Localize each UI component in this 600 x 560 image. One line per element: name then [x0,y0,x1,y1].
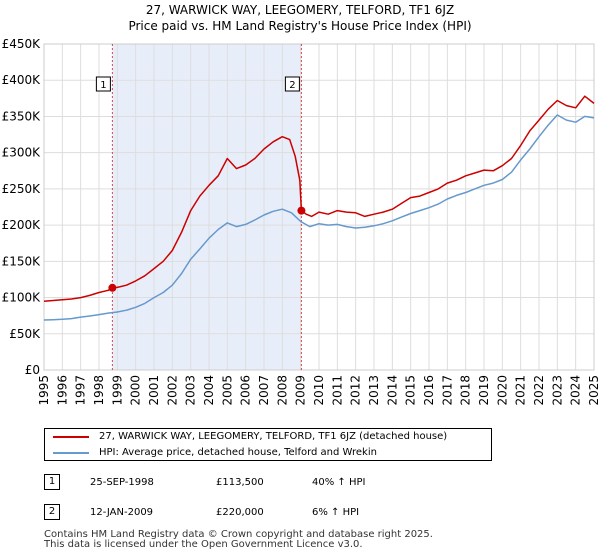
x-tick-label: 2014 [385,375,399,406]
transaction-date: 25-SEP-1998 [90,477,154,488]
x-tick-label: 2008 [275,375,289,406]
transaction-badge: 1 [44,474,60,490]
y-tick-label: £50K [9,327,41,341]
x-tick-label: 2023 [550,375,564,406]
x-tick-label: 2007 [257,375,271,406]
transaction-hpi: 40% ↑ HPI [312,477,366,488]
footer-licence: This data is licensed under the Open Gov… [44,539,363,550]
plot-frame [43,43,595,371]
x-tick-label: 2017 [440,375,454,406]
legend-label-property: 27, WARWICK WAY, LEEGOMERY, TELFORD, TF1… [99,431,448,442]
x-tick-label: 2000 [129,375,143,406]
x-tick-label: 2015 [404,375,418,406]
y-tick-label: £450K [2,37,42,51]
price-chart: £0 £50K £100K £150K £200K £250K £300K £350K £400… [2,37,600,406]
transaction-badge: 2 [44,504,60,520]
x-tick-label: 2018 [459,375,473,406]
x-tick-label: 2016 [422,375,436,406]
transaction-hpi: 6% ↑ HPI [312,507,360,518]
transaction-date: 12-JAN-2009 [90,507,154,518]
x-tick-label: 2011 [330,375,344,406]
ownership-shaded-region [112,44,302,370]
sale-marker-box [95,76,111,92]
footer: Contains HM Land Registry data © Crown c… [44,530,433,550]
x-tick-label: 2024 [569,375,583,406]
sale-point [297,206,306,215]
x-tick-label: 2006 [239,375,253,406]
x-tick-label: 2001 [147,375,161,406]
y-tick-label: £0 [25,363,40,377]
transaction-price: £113,500 [216,477,264,488]
y-tick-label: £200K [2,218,42,232]
x-tick-label: 1997 [74,375,88,406]
x-tick-label: 2005 [220,375,234,406]
sale-point [108,283,117,292]
transaction-row-1: 1 25-SEP-1998 £113,500 40% ↑ HPI [44,473,444,493]
y-tick-label: £150K [2,254,42,268]
x-tick-label: 2012 [349,375,363,406]
x-tick-label: 1999 [110,375,124,406]
x-tick-label: 2010 [312,375,326,406]
x-tick-label: 1996 [55,375,69,406]
transaction-row-2: 2 12-JAN-2009 £220,000 6% ↑ HPI [44,503,444,523]
property-price-line [43,95,595,302]
x-tick-label: 2002 [165,375,179,406]
legend-swatch-hpi [53,452,89,454]
chart-legend: 27, WARWICK WAY, LEEGOMERY, TELFORD, TF1… [44,428,492,461]
x-tick-label: 2009 [294,375,308,406]
transaction-price: £220,000 [216,507,264,518]
x-tick-label: 1995 [37,375,51,406]
y-tick-label: £100K [2,291,42,305]
y-tick-label: £400K [2,73,42,87]
legend-label-hpi: HPI: Average price, detached house, Telf… [99,447,377,458]
y-tick-label: £250K [2,182,42,196]
chart-title-line2: Price paid vs. HM Land Registry's House … [128,19,472,33]
sale-marker-label: 2 [289,80,295,91]
footer-copyright: Contains HM Land Registry data © Crown c… [44,529,433,540]
legend-swatch-property [53,436,89,438]
x-tick-label: 2021 [514,375,528,406]
sale-marker-box [284,76,300,92]
x-tick-label: 2022 [532,375,546,406]
sale-marker-label: 1 [100,80,106,91]
x-tick-label: 2004 [202,375,216,406]
x-tick-label: 2003 [184,375,198,406]
hpi-line [43,114,595,321]
x-tick-label: 2019 [477,375,491,406]
y-tick-label: £300K [2,146,42,160]
x-tick-label: 2025 [587,375,600,406]
x-tick-label: 1998 [92,375,106,406]
chart-title-line1: 27, WARWICK WAY, LEEGOMERY, TELFORD, TF1… [145,3,455,17]
x-tick-label: 2020 [495,375,509,406]
y-tick-label: £350K [2,109,42,123]
x-tick-label: 2013 [367,375,381,406]
